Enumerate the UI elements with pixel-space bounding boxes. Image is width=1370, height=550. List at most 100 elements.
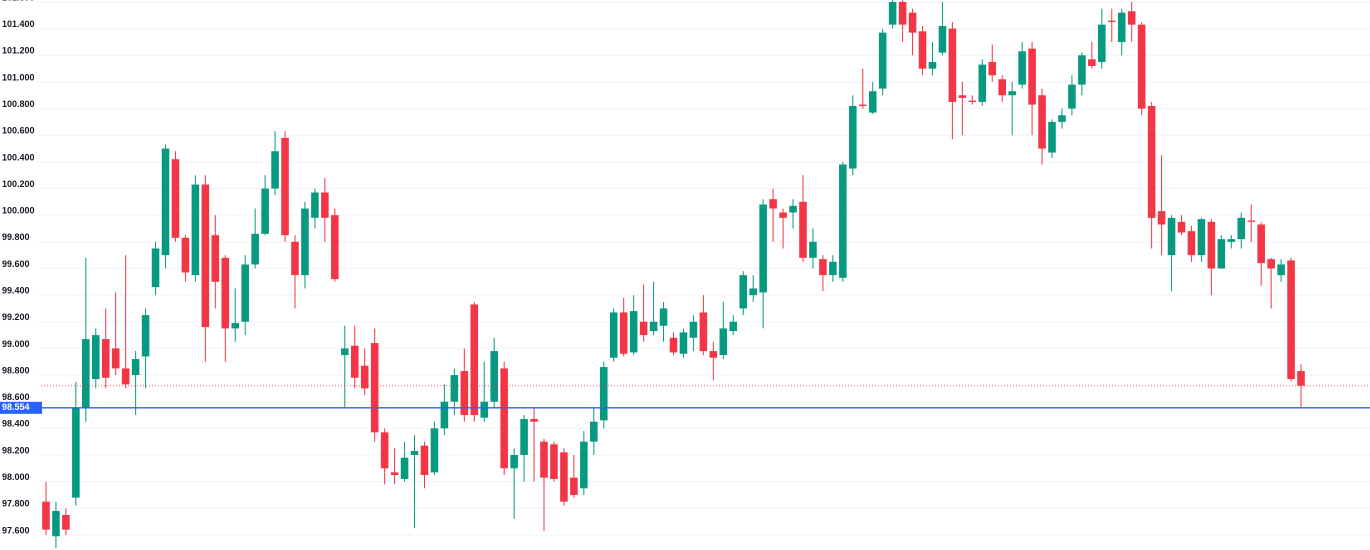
candle-body [520, 419, 528, 456]
candle-body [669, 337, 678, 353]
tick-label-bg [0, 502, 40, 515]
candle-body [400, 457, 409, 479]
candle-body [570, 477, 578, 495]
candle-body [1048, 121, 1056, 153]
candle-body [1058, 115, 1066, 122]
tick-label-bg [0, 49, 40, 62]
candle-body [291, 241, 299, 276]
candle-body [1277, 264, 1285, 276]
candle-body [689, 321, 698, 338]
tick-label-bg [0, 209, 40, 222]
y-tick-label: 99.000 [2, 339, 30, 349]
y-tick-label: 98.400 [2, 419, 30, 429]
candle-body [649, 321, 658, 332]
candle-body [530, 419, 538, 422]
candle-body [858, 104, 867, 106]
y-tick-label: 101.400 [2, 19, 35, 29]
candle-body [410, 451, 419, 456]
tick-label-bg [0, 102, 40, 115]
candle-body [1117, 12, 1126, 42]
tick-label-bg [0, 315, 40, 328]
candle-body [599, 367, 608, 421]
candle-body [470, 304, 479, 416]
candle-body [629, 311, 638, 353]
candle-body [161, 148, 170, 256]
candle-body [500, 368, 508, 469]
candle-body [1078, 55, 1086, 85]
candle-body [948, 28, 957, 102]
candle-body [1287, 260, 1295, 380]
candle-body [151, 248, 160, 288]
candle-body [1088, 59, 1096, 66]
candle-body [560, 452, 568, 502]
candle-body [52, 510, 60, 537]
candle-body [878, 32, 887, 89]
candle-body [1157, 211, 1166, 225]
candle-body [490, 351, 498, 402]
candle-body [350, 345, 359, 378]
candle-body [1187, 231, 1196, 256]
tick-label-bg [0, 155, 40, 168]
tick-label-bg [0, 262, 40, 275]
candle-body [868, 91, 877, 113]
candle-body [1227, 239, 1236, 242]
candle-body [928, 61, 937, 69]
tick-label-bg [0, 235, 40, 248]
candle-body [480, 401, 489, 418]
y-tick-label: 98.600 [2, 392, 30, 402]
candle-body [360, 365, 369, 389]
candle-body [729, 321, 738, 332]
y-tick-label: 97.600 [2, 525, 30, 535]
candle-body [241, 264, 249, 322]
candle-body [1147, 105, 1156, 218]
candle-body [420, 445, 429, 475]
candle-body [321, 192, 329, 218]
candle-body [111, 348, 120, 369]
candle-body [918, 31, 927, 69]
y-tick-label: 98.000 [2, 472, 30, 482]
candle-body [211, 235, 220, 282]
current-price-box [0, 401, 42, 414]
tick-label-bg [0, 342, 40, 355]
candle-body [639, 321, 648, 336]
candle-body [311, 192, 319, 218]
candle-body [590, 421, 598, 442]
candle-body [679, 332, 688, 354]
candle-body [1297, 371, 1305, 386]
candle-body [799, 201, 807, 258]
candle-body [789, 205, 797, 213]
y-tick-label: 98.800 [2, 365, 30, 375]
candle-body [619, 312, 628, 354]
y-tick-label: 100.200 [2, 179, 35, 189]
candle-body [141, 315, 150, 357]
candle-body [331, 215, 339, 280]
tick-label-bg [0, 289, 40, 302]
candle-body [380, 432, 389, 469]
candle-body [181, 237, 190, 273]
candle-body [908, 12, 917, 33]
candle-body [82, 339, 90, 409]
candle-body [988, 61, 997, 76]
candle-body [1207, 221, 1216, 269]
candle-body [958, 95, 967, 98]
candle-body [1237, 217, 1246, 240]
candle-body [659, 308, 668, 326]
candle-body [1018, 51, 1026, 85]
candle-body [609, 312, 618, 358]
candle-body [121, 368, 130, 385]
tick-label-bg [0, 129, 40, 142]
tick-label-bg [0, 75, 40, 88]
candle-body [1257, 224, 1265, 264]
candle-body [221, 257, 230, 329]
y-tick-label: 101.200 [2, 46, 35, 56]
y-tick-label: 100.800 [2, 99, 35, 109]
candle-body [1127, 11, 1136, 25]
candle-body [430, 428, 439, 473]
candle-body [1267, 259, 1275, 269]
candle-body [550, 444, 558, 479]
tick-label-bg [0, 0, 40, 8]
candle-body [888, 1, 897, 25]
candle-body [759, 204, 767, 293]
